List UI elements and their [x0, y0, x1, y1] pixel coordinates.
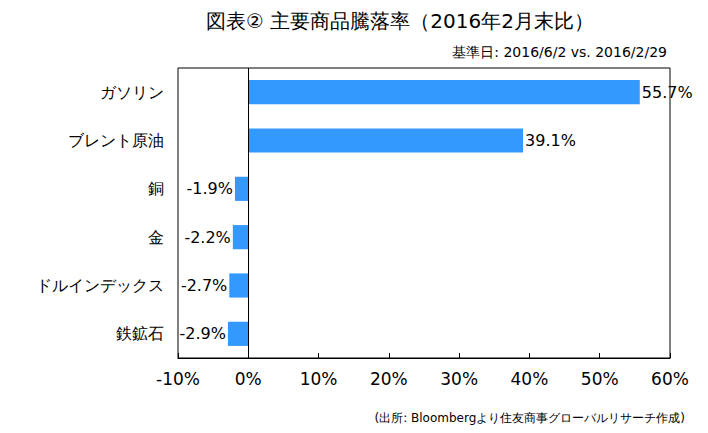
svg-text:鉄鉱石: 鉄鉱石	[116, 324, 164, 343]
svg-text:30%: 30%	[440, 369, 478, 389]
svg-text:(出所: Bloombergより住友商事グローバルリサーチ作: (出所: Bloombergより住友商事グローバルリサーチ作成)	[375, 411, 686, 425]
svg-text:39.1%: 39.1%	[525, 131, 576, 150]
svg-text:60%: 60%	[651, 369, 689, 389]
svg-text:-1.9%: -1.9%	[187, 179, 233, 198]
svg-text:50%: 50%	[581, 369, 619, 389]
svg-text:図表② 主要商品騰落率（2016年2月末比）: 図表② 主要商品騰落率（2016年2月末比）	[206, 9, 594, 33]
svg-text:-2.9%: -2.9%	[179, 324, 225, 343]
svg-text:銅: 銅	[148, 179, 164, 198]
svg-text:20%: 20%	[370, 369, 408, 389]
svg-text:金: 金	[148, 228, 164, 247]
svg-text:ドルインデックス: ドルインデックス	[36, 276, 164, 295]
svg-text:ブレント原油: ブレント原油	[68, 131, 164, 150]
svg-text:-2.2%: -2.2%	[184, 228, 230, 247]
svg-text:ガソリン: ガソリン	[100, 83, 164, 102]
svg-text:40%: 40%	[511, 369, 549, 389]
svg-text:基準日: 2016/6/2 vs. 2016/2/29: 基準日: 2016/6/2 vs. 2016/2/29	[452, 44, 667, 60]
svg-text:-2.7%: -2.7%	[181, 276, 227, 295]
svg-text:10%: 10%	[300, 369, 338, 389]
svg-text:-10%: -10%	[156, 369, 200, 389]
svg-text:55.7%: 55.7%	[642, 83, 693, 102]
svg-text:0%: 0%	[235, 369, 262, 389]
